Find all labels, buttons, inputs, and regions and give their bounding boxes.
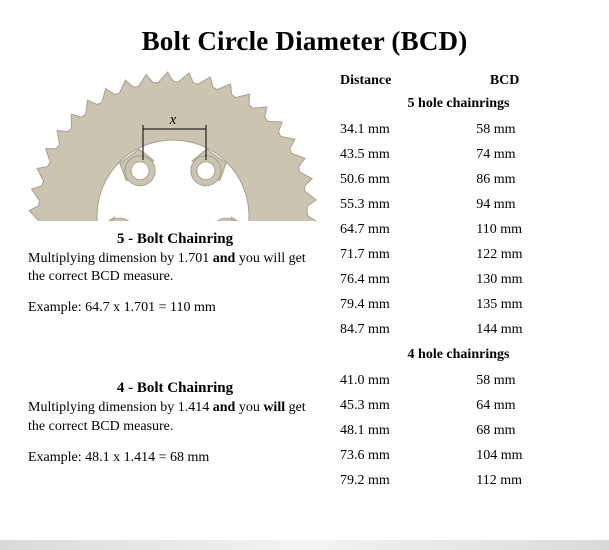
- table-row: 48.1 mm68 mm: [336, 418, 581, 443]
- section-4bolt-will: will: [263, 400, 285, 415]
- section-5bolt-header: 5 - Bolt Chainring: [28, 231, 322, 248]
- cell-bcd: 122 mm: [428, 242, 581, 267]
- cell-distance: 76.4 mm: [336, 267, 428, 292]
- chainring-svg-icon: x: [28, 71, 318, 221]
- table-row: 71.7 mm122 mm: [336, 242, 581, 267]
- cell-distance: 73.6 mm: [336, 443, 428, 468]
- cell-bcd: 130 mm: [428, 267, 581, 292]
- left-column: x 5 - Bolt Chainring Multiplying dimensi…: [28, 71, 336, 493]
- table-row: 64.7 mm110 mm: [336, 217, 581, 242]
- cell-distance: 45.3 mm: [336, 393, 428, 418]
- cell-bcd: 112 mm: [428, 468, 581, 493]
- table-row: 34.1 mm58 mm: [336, 117, 581, 142]
- section-4bolt-body: Multiplying dimension by 1.414 and you w…: [28, 399, 322, 435]
- chainring-diagram: x: [28, 71, 318, 221]
- table-body: 5 hole chainrings34.1 mm58 mm43.5 mm74 m…: [336, 91, 581, 493]
- table-row: 50.6 mm86 mm: [336, 167, 581, 192]
- table-row: 41.0 mm58 mm: [336, 368, 581, 393]
- main-columns: x 5 - Bolt Chainring Multiplying dimensi…: [28, 71, 581, 493]
- dimension-label: x: [169, 112, 177, 128]
- section-4bolt-header: 4 - Bolt Chainring: [28, 380, 322, 397]
- cell-bcd: 58 mm: [428, 117, 581, 142]
- table-subheader: 4 hole chainrings: [336, 342, 581, 368]
- cell-bcd: 74 mm: [428, 142, 581, 167]
- section-5bolt-example: Example: 64.7 x 1.701 = 110 mm: [28, 300, 322, 316]
- section-4bolt-example: Example: 48.1 x 1.414 = 68 mm: [28, 450, 322, 466]
- cell-distance: 71.7 mm: [336, 242, 428, 267]
- table-row: 55.3 mm94 mm: [336, 192, 581, 217]
- cell-bcd: 58 mm: [428, 368, 581, 393]
- bcd-table: Distance BCD 5 hole chainrings34.1 mm58 …: [336, 71, 581, 493]
- cell-distance: 84.7 mm: [336, 317, 428, 342]
- cell-bcd: 135 mm: [428, 292, 581, 317]
- table-row: 79.2 mm112 mm: [336, 468, 581, 493]
- table-subheader-cell: 5 hole chainrings: [336, 91, 581, 117]
- cell-distance: 50.6 mm: [336, 167, 428, 192]
- section-5bolt-body-1: Multiplying dimension by 1.701: [28, 251, 213, 266]
- cell-bcd: 86 mm: [428, 167, 581, 192]
- cell-distance: 43.5 mm: [336, 142, 428, 167]
- cell-bcd: 110 mm: [428, 217, 581, 242]
- cell-distance: 79.4 mm: [336, 292, 428, 317]
- cell-distance: 48.1 mm: [336, 418, 428, 443]
- page: Bolt Circle Diameter (BCD): [0, 0, 609, 550]
- cell-bcd: 104 mm: [428, 443, 581, 468]
- table-subheader-cell: 4 hole chainrings: [336, 342, 581, 368]
- cell-bcd: 64 mm: [428, 393, 581, 418]
- cell-bcd: 68 mm: [428, 418, 581, 443]
- page-title: Bolt Circle Diameter (BCD): [28, 26, 581, 57]
- table-row: 73.6 mm104 mm: [336, 443, 581, 468]
- cell-distance: 55.3 mm: [336, 192, 428, 217]
- section-5bolt-body: Multiplying dimension by 1.701 and you w…: [28, 250, 322, 286]
- cell-bcd: 144 mm: [428, 317, 581, 342]
- section-5bolt-and: and: [213, 251, 236, 266]
- footer-border: [0, 540, 609, 550]
- section-4bolt-body-1: Multiplying dimension by 1.414: [28, 400, 213, 415]
- table-header-row: Distance BCD: [336, 71, 581, 91]
- cell-bcd: 94 mm: [428, 192, 581, 217]
- col-bcd-header: BCD: [428, 71, 581, 91]
- table-row: 79.4 mm135 mm: [336, 292, 581, 317]
- table-row: 76.4 mm130 mm: [336, 267, 581, 292]
- section-4bolt-body-2: you: [235, 400, 263, 415]
- right-column: Distance BCD 5 hole chainrings34.1 mm58 …: [336, 71, 581, 493]
- table-subheader: 5 hole chainrings: [336, 91, 581, 117]
- cell-distance: 79.2 mm: [336, 468, 428, 493]
- table-row: 84.7 mm144 mm: [336, 317, 581, 342]
- col-distance-header: Distance: [336, 71, 428, 91]
- section-4bolt-and: and: [213, 400, 236, 415]
- spacer: [28, 330, 322, 370]
- chainring-shape: [29, 72, 317, 221]
- cell-distance: 64.7 mm: [336, 217, 428, 242]
- table-row: 43.5 mm74 mm: [336, 142, 581, 167]
- table-row: 45.3 mm64 mm: [336, 393, 581, 418]
- cell-distance: 41.0 mm: [336, 368, 428, 393]
- cell-distance: 34.1 mm: [336, 117, 428, 142]
